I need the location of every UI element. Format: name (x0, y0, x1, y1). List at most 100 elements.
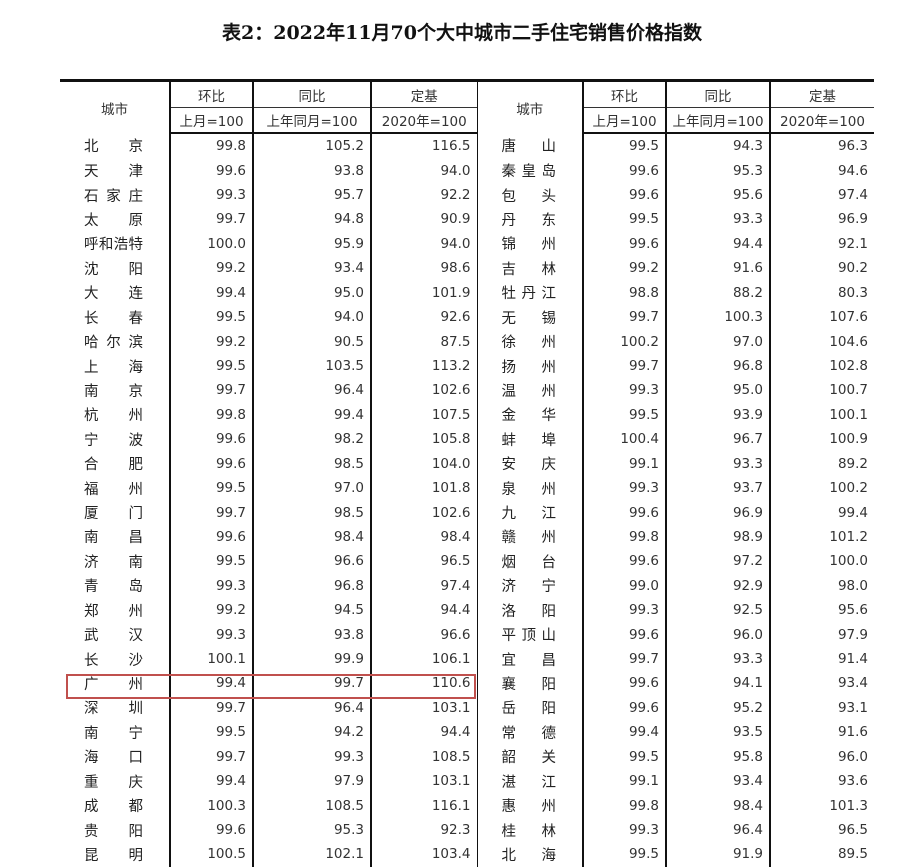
mom-value: 99.4 (582, 720, 666, 745)
yoy-value: 92.5 (665, 598, 770, 623)
table-row: 贵阳 99.6 95.3 92.3 桂林 99.3 96.4 96.5 (60, 817, 874, 843)
fixed-value: 101.9 (370, 280, 477, 305)
fixed-value: 98.4 (370, 524, 477, 550)
yoy-value: 98.5 (252, 500, 371, 525)
fixed-base: 2020年=100 (370, 107, 477, 134)
city-name: 青岛 (84, 579, 143, 596)
city-name: 泉州 (476, 475, 583, 501)
table-row: 大连 99.4 95.0 101.9 牡丹江 98.8 88.2 80.3 (60, 280, 874, 305)
fixed-value: 97.4 (370, 573, 477, 599)
mom-value: 99.7 (169, 378, 253, 403)
mom-value: 99.7 (582, 353, 666, 379)
fixed-value: 96.9 (769, 207, 874, 232)
city-name: 惠州 (476, 793, 583, 818)
table-row: 宁波 99.6 98.2 105.8 蚌埠 100.4 96.7 100.9 (60, 427, 874, 452)
mom-value: 99.1 (582, 451, 666, 476)
city-name: 温州 (476, 378, 583, 403)
yoy-value: 103.5 (252, 353, 371, 379)
city-name: 无锡 (476, 304, 583, 330)
fixed-value: 96.5 (370, 549, 477, 574)
fixed-value: 90.9 (370, 207, 477, 232)
city-name: 南京 (84, 383, 143, 400)
yoy-value: 98.4 (252, 524, 371, 550)
yoy-value: 88.2 (665, 280, 770, 305)
yoy-value: 93.8 (252, 622, 371, 647)
mom-value: 99.2 (582, 256, 666, 281)
yoy-value: 99.9 (252, 646, 371, 672)
fixed-value: 97.9 (769, 622, 874, 647)
yoy-value: 94.2 (252, 720, 371, 745)
yoy-value: 95.2 (665, 695, 770, 721)
yoy-value: 96.4 (252, 378, 371, 403)
yoy-header: 同比 (252, 79, 371, 108)
table-row: 南京 99.7 96.4 102.6 温州 99.3 95.0 100.7 (60, 378, 874, 403)
fixed-value: 99.4 (769, 500, 874, 525)
mom-value: 99.5 (169, 475, 253, 501)
yoy-value: 97.0 (252, 475, 371, 501)
mom-value: 99.5 (169, 720, 253, 745)
yoy-value: 108.5 (252, 793, 371, 818)
fixed-value: 92.1 (769, 231, 874, 257)
table-row: 广州 99.4 99.7 110.6 襄阳 99.6 94.1 93.4 (60, 671, 874, 696)
mom-value: 99.6 (582, 549, 666, 574)
fixed-value: 92.2 (370, 182, 477, 208)
yoy-value: 94.1 (665, 671, 770, 696)
yoy-value: 98.5 (252, 451, 371, 476)
fixed-header: 定基 (370, 79, 477, 108)
yoy-value: 97.2 (665, 549, 770, 574)
yoy-value: 95.0 (665, 378, 770, 403)
yoy-value: 97.9 (252, 768, 371, 794)
mom-value: 99.3 (169, 573, 253, 599)
yoy-value: 95.7 (252, 182, 371, 208)
city-name: 上海 (84, 359, 143, 376)
mom-value: 99.6 (582, 500, 666, 525)
city-name: 秦皇岛 (476, 158, 583, 183)
city-name: 湛江 (476, 768, 583, 794)
mom-value: 99.2 (169, 598, 253, 623)
fixed-value: 91.6 (769, 720, 874, 745)
city-name: 哈尔滨 (84, 335, 143, 352)
fixed-header: 定基 (769, 79, 874, 108)
fixed-value: 113.2 (370, 353, 477, 379)
yoy-value: 102.1 (252, 842, 371, 867)
mom-value: 99.8 (169, 402, 253, 428)
city-name: 贵阳 (84, 823, 143, 840)
city-name: 扬州 (476, 353, 583, 379)
fixed-value: 102.8 (769, 353, 874, 379)
yoy-value: 94.4 (665, 231, 770, 257)
fixed-value: 105.8 (370, 427, 477, 452)
yoy-value: 95.0 (252, 280, 371, 305)
fixed-value: 96.0 (769, 744, 874, 769)
fixed-value: 94.0 (370, 158, 477, 183)
mom-value: 100.1 (169, 646, 253, 672)
fixed-value: 100.0 (769, 549, 874, 574)
yoy-value: 96.6 (252, 549, 371, 574)
fixed-value: 93.1 (769, 695, 874, 721)
fixed-value: 102.6 (370, 378, 477, 403)
yoy-value: 91.6 (665, 256, 770, 281)
fixed-value: 94.4 (370, 598, 477, 623)
city-name: 丹东 (476, 207, 583, 232)
city-name: 武汉 (84, 628, 143, 645)
city-name: 长沙 (84, 652, 143, 669)
city-name: 桂林 (476, 817, 583, 843)
city-name: 郑州 (84, 603, 143, 620)
mom-value: 99.6 (582, 695, 666, 721)
fixed-value: 107.5 (370, 402, 477, 428)
city-name: 海口 (84, 750, 143, 767)
yoy-value: 90.5 (252, 329, 371, 354)
city-name: 韶关 (476, 744, 583, 769)
table-row: 长春 99.5 94.0 92.6 无锡 99.7 100.3 107.6 (60, 304, 874, 330)
fixed-value: 97.4 (769, 182, 874, 208)
fixed-value: 100.7 (769, 378, 874, 403)
city-name: 宜昌 (476, 646, 583, 672)
mom-value: 99.0 (582, 573, 666, 599)
table-row: 南宁 99.5 94.2 94.4 常德 99.4 93.5 91.6 (60, 720, 874, 745)
city-name: 金华 (476, 402, 583, 428)
city-name: 常德 (476, 720, 583, 745)
yoy-value: 98.2 (252, 427, 371, 452)
fixed-value: 116.1 (370, 793, 477, 818)
city-name: 宁波 (84, 432, 143, 449)
yoy-value: 100.3 (665, 304, 770, 330)
mom-value: 99.5 (582, 744, 666, 769)
